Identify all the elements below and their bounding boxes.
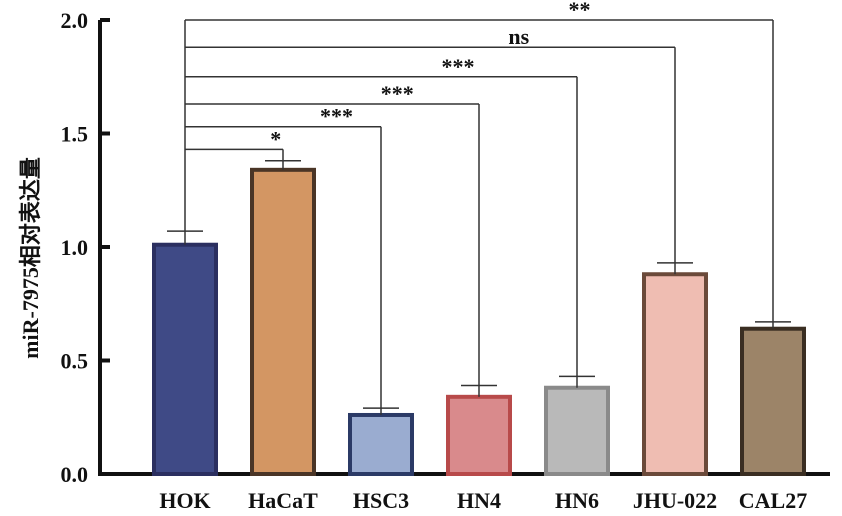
significance-brackets: **********ns** — [184, 0, 774, 409]
significance-label: ** — [569, 0, 591, 22]
category-label: HOK — [159, 488, 210, 513]
category-label: HaCaT — [248, 488, 318, 513]
bars — [152, 159, 806, 477]
y-tick-label: 1.0 — [61, 235, 89, 260]
bar — [348, 412, 414, 477]
bar — [446, 394, 512, 477]
significance-label: ns — [508, 24, 529, 49]
y-tick-label: 2.0 — [61, 8, 89, 33]
y-tick-label: 0.0 — [61, 462, 89, 487]
category-label: HN6 — [555, 488, 599, 513]
category-label: HSC3 — [353, 488, 409, 513]
bar — [642, 272, 708, 476]
significance-label: *** — [442, 54, 475, 79]
category-label: CAL27 — [739, 488, 807, 513]
bar — [740, 326, 806, 476]
significance-label: *** — [381, 81, 414, 106]
y-tick-label: 1.5 — [61, 122, 89, 147]
y-tick-label: 0.5 — [61, 349, 89, 374]
significance-label: *** — [320, 104, 353, 129]
bar — [250, 167, 316, 476]
significance-label: * — [270, 126, 281, 151]
category-label: JHU-022 — [633, 488, 717, 513]
category-labels: HOK HaCaT HSC3 HN4 HN6 JHU-022 CAL27 — [159, 488, 807, 513]
bar — [152, 242, 218, 476]
bar — [544, 385, 610, 476]
category-label: HN4 — [457, 488, 501, 513]
y-axis-label: miR-7975相对表达量 — [18, 157, 43, 359]
